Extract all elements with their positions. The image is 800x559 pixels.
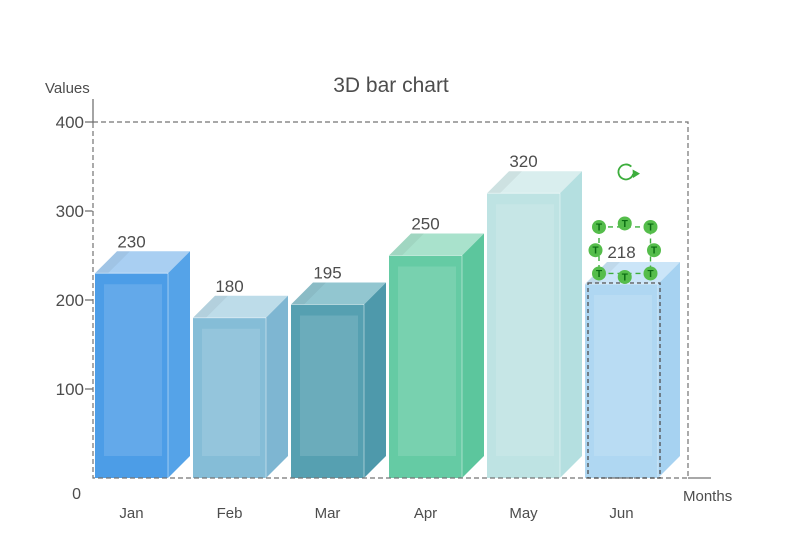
bar-jan-side-face[interactable] xyxy=(168,251,190,478)
bar-feb-front-face[interactable] xyxy=(193,317,266,478)
bar-feb-highlight[interactable] xyxy=(202,328,260,456)
month-label-may: May xyxy=(509,505,538,522)
origin-label: 0 xyxy=(72,486,81,503)
rotate-arrowhead xyxy=(632,169,640,178)
month-label-jan: Jan xyxy=(119,505,143,522)
handle-glyph: T xyxy=(647,269,653,280)
bar-jun[interactable] xyxy=(585,261,680,478)
selection-handle-4[interactable]: T xyxy=(643,266,658,281)
value-label-feb[interactable]: 180 xyxy=(215,277,243,296)
bar-apr-front-face[interactable] xyxy=(389,255,462,479)
value-label-mar[interactable]: 195 xyxy=(313,263,341,282)
y-tick-label-300: 300 xyxy=(56,202,84,221)
selection-handle-3[interactable]: T xyxy=(592,266,606,281)
bar-may-side-face[interactable] xyxy=(560,171,582,478)
bar-mar-top-shade[interactable] xyxy=(291,282,326,305)
value-label-jan[interactable]: 230 xyxy=(117,232,145,251)
value-label-may[interactable]: 320 xyxy=(509,152,537,171)
selection-handle-8[interactable]: T xyxy=(647,243,661,258)
handle-circle[interactable] xyxy=(643,266,658,281)
y-tick-label-400: 400 xyxy=(56,113,84,132)
chart-title[interactable]: 3D bar chart xyxy=(333,74,449,97)
handle-circle[interactable] xyxy=(647,243,661,258)
bar-apr-top-shade[interactable] xyxy=(389,233,424,256)
selection-handle-7[interactable]: T xyxy=(588,243,603,258)
bar-may-top-face[interactable] xyxy=(487,171,582,194)
handle-glyph: T xyxy=(622,272,628,283)
selection-handle-5[interactable]: T xyxy=(617,216,632,231)
bar-jan-highlight[interactable] xyxy=(104,284,162,456)
bar-may-highlight[interactable] xyxy=(496,204,554,456)
plot-area-dashed-border xyxy=(92,121,689,479)
bar-jan-front-face[interactable] xyxy=(95,273,168,478)
handle-glyph: T xyxy=(592,246,598,257)
x-axis-title: Months xyxy=(683,488,732,505)
bar-may-front-face[interactable] xyxy=(487,193,560,478)
y-tick-label-200: 200 xyxy=(56,291,84,310)
handle-glyph: T xyxy=(651,246,657,257)
handle-glyph: T xyxy=(596,269,602,280)
handle-circle[interactable] xyxy=(592,219,606,234)
bar-mar-highlight[interactable] xyxy=(300,315,358,456)
selection-handle-1[interactable]: T xyxy=(592,219,606,234)
bar-mar-top-face[interactable] xyxy=(291,282,386,305)
bar-may[interactable] xyxy=(487,171,582,478)
bar-feb-top-shade[interactable] xyxy=(193,295,228,318)
value-label-apr[interactable]: 250 xyxy=(411,215,439,234)
bar-jun-highlight[interactable] xyxy=(594,294,652,456)
bar-mar[interactable] xyxy=(291,282,386,478)
bar-feb[interactable] xyxy=(193,295,288,478)
handle-circle[interactable] xyxy=(588,243,603,258)
value-label-jun[interactable]: 218 xyxy=(607,243,635,262)
bar-jun-side-face[interactable] xyxy=(658,261,680,478)
handle-circle[interactable] xyxy=(643,219,658,234)
bar-feb-side-face[interactable] xyxy=(266,295,288,478)
handle-circle[interactable] xyxy=(592,266,606,281)
y-tick-label-100: 100 xyxy=(56,380,84,399)
bar-mar-side-face[interactable] xyxy=(364,282,386,478)
bar-jan-top-shade[interactable] xyxy=(95,251,130,274)
bar-feb-top-face[interactable] xyxy=(193,295,288,318)
bar-may-top-shade[interactable] xyxy=(487,171,522,194)
bar-jan[interactable] xyxy=(95,251,190,478)
rotate-arc xyxy=(617,163,635,181)
bar-apr-highlight[interactable] xyxy=(398,266,456,457)
month-label-feb: Feb xyxy=(217,505,243,522)
bar-jan-top-face[interactable] xyxy=(95,251,190,274)
bar-apr-top-face[interactable] xyxy=(389,233,484,256)
bar-jun-front-face[interactable] xyxy=(585,283,658,478)
selection-handle-2[interactable]: T xyxy=(643,219,658,234)
y-axis-title: Values xyxy=(45,80,90,97)
month-label-mar: Mar xyxy=(315,505,341,522)
bar-apr-side-face[interactable] xyxy=(462,233,484,479)
bar-jun-top-face[interactable] xyxy=(585,261,680,284)
month-label-apr: Apr xyxy=(414,505,437,522)
handle-circle[interactable] xyxy=(617,269,632,284)
handle-circle[interactable] xyxy=(617,216,632,231)
handle-glyph: T xyxy=(647,222,653,233)
rotation-handle-icon[interactable] xyxy=(617,163,640,181)
bar-mar-front-face[interactable] xyxy=(291,304,364,478)
month-label-jun: Jun xyxy=(609,505,633,522)
bar-apr[interactable] xyxy=(389,233,484,479)
handle-glyph: T xyxy=(622,219,628,230)
selection-handle-6[interactable]: T xyxy=(617,269,632,284)
handle-glyph: T xyxy=(596,222,602,233)
